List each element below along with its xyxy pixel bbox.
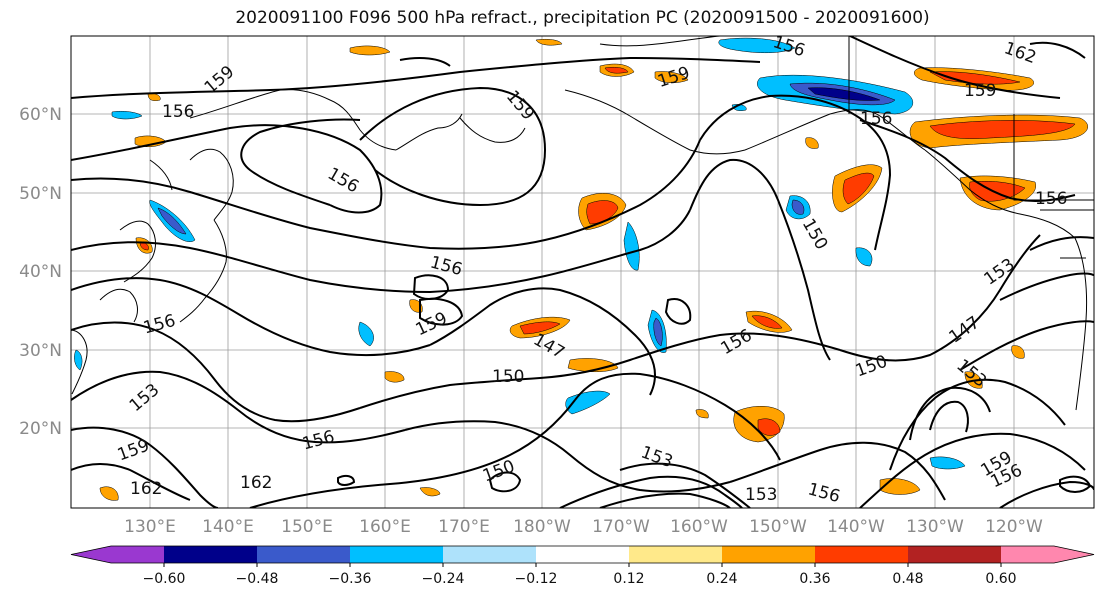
lat-tick-label: 60°N [19, 105, 62, 125]
lat-tick-label: 20°N [19, 419, 62, 439]
lon-tick-label: 140°E [202, 517, 254, 537]
contour-label: 156 [162, 102, 194, 122]
plot-frame [70, 35, 1095, 509]
lon-tick-label: 160°E [359, 517, 411, 537]
colorbar-tick-label: 0.24 [706, 571, 737, 587]
colorbar-tick-label: −0.36 [329, 571, 372, 587]
lat-tick-label: 30°N [19, 341, 62, 361]
colorbar-segment [1001, 546, 1094, 563]
lat-tick-label: 40°N [19, 262, 62, 282]
contour-label: 156 [860, 109, 892, 129]
contour-label: 156 [1035, 189, 1067, 209]
colorbar-segment [815, 546, 908, 563]
colorbar-segment [536, 546, 629, 563]
colorbar-segment [350, 546, 443, 563]
colorbar: −0.60 −0.48 −0.36 −0.24 −0.12 0.12 0.24 0.36 0.4… [70, 545, 1095, 587]
colorbar-tick-label: 0.12 [613, 571, 644, 587]
colorbar-segment [164, 546, 257, 563]
colorbar-segment [722, 546, 815, 563]
lon-tick-label: 120°W [985, 517, 1043, 537]
lon-tick-label: 130°E [124, 517, 176, 537]
contour-label: 159 [964, 81, 996, 101]
lon-tick-label: 180°W [513, 517, 571, 537]
colorbar-segment [257, 546, 350, 563]
refractivity-contours [71, 36, 1094, 508]
colorbar-tick-label: 0.60 [985, 571, 1016, 587]
contour-label: 153 [745, 485, 777, 505]
colorbar-segment [629, 546, 722, 563]
colorbar-tick-label: 0.36 [799, 571, 830, 587]
lon-tick-label: 140°W [827, 517, 885, 537]
colorbar-tick-label: −0.24 [422, 571, 465, 587]
lat-tick-label: 50°N [19, 184, 62, 204]
coastlines [71, 36, 1094, 411]
lon-tick-label: 150°W [749, 517, 807, 537]
graticule [71, 36, 1094, 508]
plot-area [71, 36, 1094, 508]
lon-tick-label: 170°W [592, 517, 650, 537]
lon-tick-label: 160°W [670, 517, 728, 537]
colorbar-segment [908, 546, 1001, 563]
map-title: 2020091100 F096 500 hPa refract., precip… [235, 8, 930, 28]
colorbar-tick-label: −0.48 [236, 571, 279, 587]
colorbar-tick-label: −0.60 [143, 571, 186, 587]
lon-tick-label: 170°E [438, 517, 490, 537]
lon-tick-label: 150°E [281, 517, 333, 537]
contour-label: 162 [240, 473, 272, 493]
colorbar-segment [71, 546, 164, 563]
colorbar-tick-label: 0.48 [892, 571, 923, 587]
latitude-ticks: 20°N 30°N 40°N 50°N 60°N [19, 105, 62, 439]
longitude-ticks: 130°E 140°E 150°E 160°E 170°E 180°W 170°… [124, 517, 1043, 537]
colorbar-tick-label: −0.12 [515, 571, 558, 587]
colorbar-outline [70, 545, 1095, 564]
contour-label: 162 [130, 479, 162, 499]
contour-label: 150 [492, 367, 524, 387]
lon-tick-label: 130°W [906, 517, 964, 537]
colorbar-segment [443, 546, 536, 563]
